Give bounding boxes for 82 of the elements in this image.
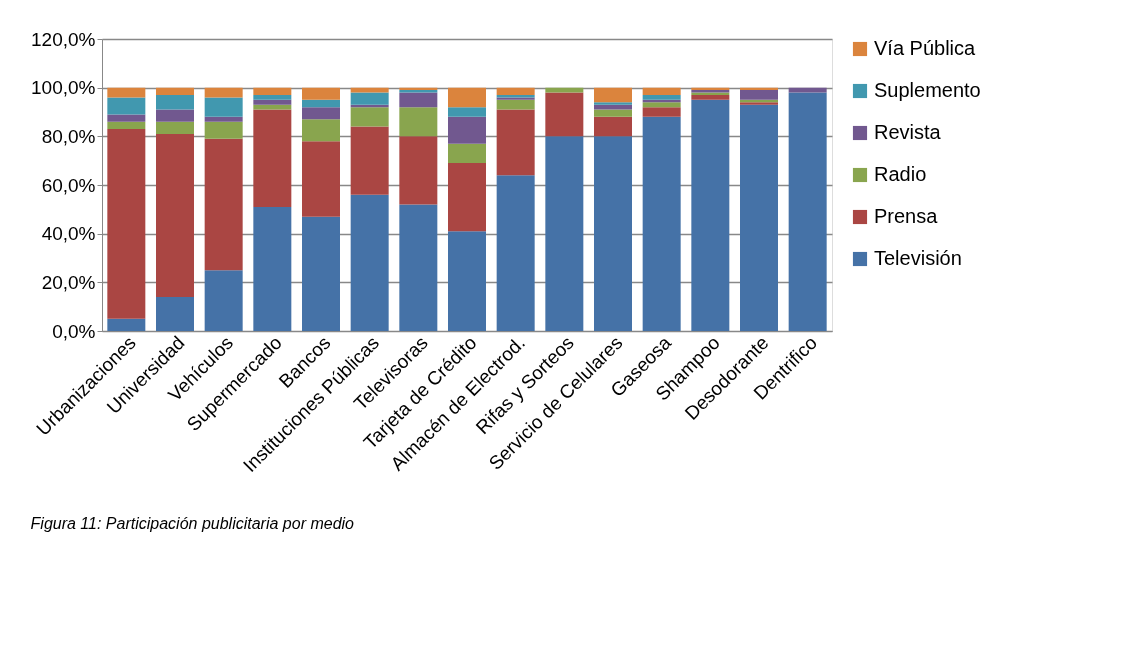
bar — [691, 94, 730, 100]
bar — [496, 175, 535, 331]
bar — [107, 97, 146, 115]
bar — [545, 92, 584, 137]
bar — [350, 126, 389, 195]
bar — [496, 87, 535, 95]
bar — [350, 92, 389, 105]
bar — [204, 270, 243, 331]
bar — [740, 104, 778, 331]
bar — [545, 136, 584, 331]
bar — [642, 102, 681, 108]
bar — [107, 87, 146, 98]
bar — [204, 87, 243, 98]
bar — [204, 138, 243, 271]
bar — [204, 97, 243, 117]
bar — [448, 116, 486, 144]
bar — [448, 143, 486, 164]
bar — [594, 87, 632, 103]
bar — [350, 87, 389, 93]
y-tick-label: 40,0% — [41, 223, 96, 245]
bar — [594, 136, 632, 331]
bar — [350, 107, 389, 127]
bar — [448, 231, 486, 331]
bar — [399, 92, 438, 108]
bar — [448, 107, 486, 117]
bar — [642, 116, 681, 331]
bar — [156, 121, 194, 134]
bar — [302, 87, 340, 100]
legend-label: Vía Pública — [874, 37, 977, 59]
bar — [107, 129, 146, 319]
y-tick-label: 100,0% — [31, 77, 96, 99]
text: Figura 11: Participación publicitaria por medio — [30, 514, 355, 532]
bar — [545, 87, 584, 93]
bar — [740, 90, 778, 100]
bar — [399, 107, 438, 137]
bar — [642, 87, 681, 95]
y-tick-label: 80,0% — [41, 125, 96, 147]
y-tick-label: 120,0% — [31, 28, 96, 50]
bar — [253, 99, 292, 105]
bar — [253, 206, 292, 331]
bar — [642, 107, 681, 117]
y-tick-label: 60,0% — [41, 174, 96, 196]
bar — [302, 99, 340, 108]
bar — [594, 102, 632, 105]
legend-label: Televisión — [874, 247, 962, 269]
bar — [302, 119, 340, 142]
bar — [156, 94, 194, 110]
bar — [496, 99, 535, 110]
bar — [253, 104, 292, 110]
bar — [642, 94, 681, 100]
bar — [594, 104, 632, 110]
bar — [302, 107, 340, 120]
bar — [107, 121, 146, 130]
bar — [204, 121, 243, 139]
bar — [496, 109, 535, 176]
bar — [788, 92, 827, 331]
bar — [399, 204, 438, 331]
bar — [594, 116, 632, 137]
legend-label: Revista — [874, 121, 942, 143]
bar — [107, 318, 146, 331]
bar — [156, 87, 194, 95]
y-tick-label: 20,0% — [41, 271, 96, 293]
bar — [448, 163, 486, 232]
bar — [399, 136, 438, 205]
bar — [788, 87, 827, 93]
bar — [156, 109, 194, 122]
bar — [253, 109, 292, 207]
bar — [156, 133, 194, 297]
bar — [350, 194, 389, 331]
bar — [302, 216, 340, 331]
bar — [594, 109, 632, 117]
bar — [302, 141, 340, 217]
bar — [253, 87, 292, 95]
bar — [448, 87, 486, 108]
bar — [253, 94, 292, 100]
bar — [107, 114, 146, 122]
legend-label: Radio — [874, 163, 927, 185]
bar — [156, 296, 194, 331]
bar — [691, 99, 730, 331]
legend-label: Suplemento — [874, 79, 981, 101]
bar — [204, 116, 243, 122]
legend-label: Prensa — [874, 205, 939, 227]
